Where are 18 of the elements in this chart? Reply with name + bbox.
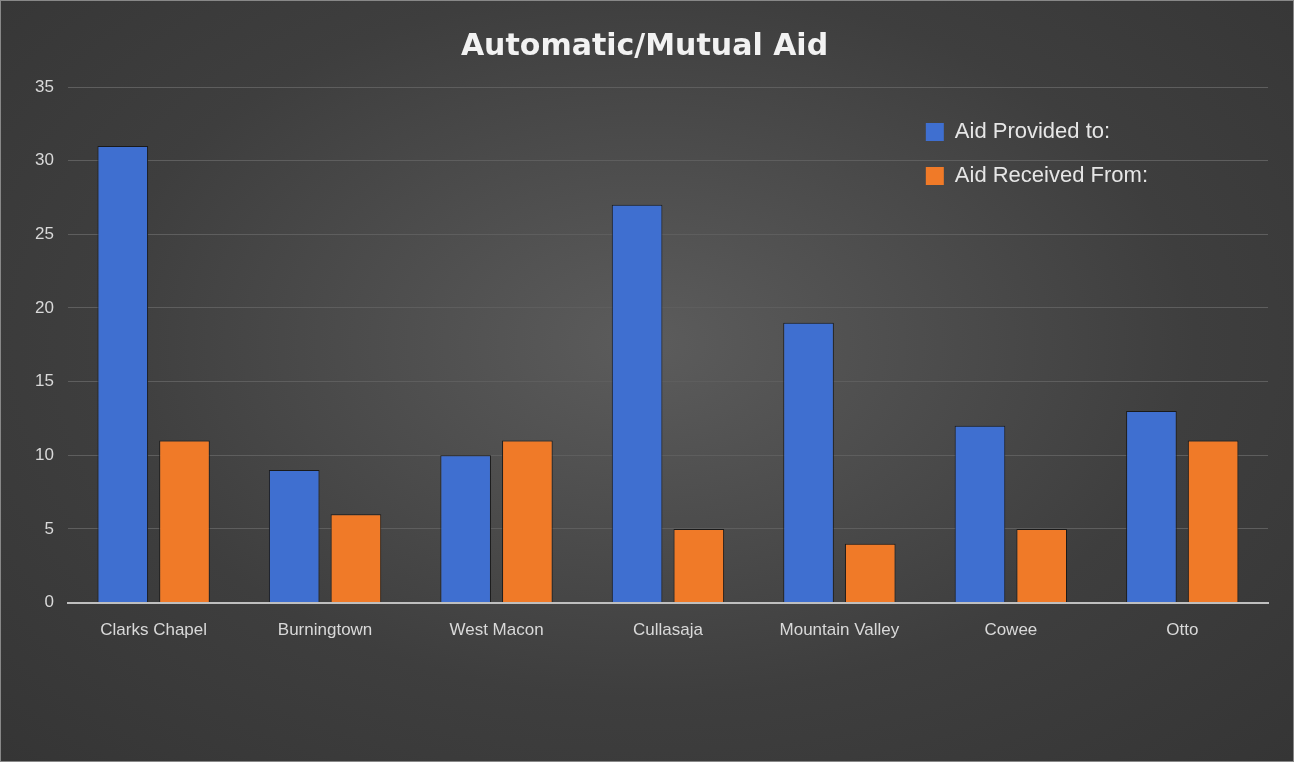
y-tick-label: 0 (44, 592, 54, 612)
chart-title: Automatic/Mutual Aid (460, 26, 829, 62)
y-tick-label: 15 (34, 371, 54, 391)
x-tick-label: West Macon (449, 620, 544, 640)
y-tick-label: 20 (34, 297, 54, 317)
legend-label: Aid Received From: (954, 162, 1149, 188)
y-tick-label: 30 (34, 150, 54, 170)
x-tick-label: Burningtown (277, 620, 373, 640)
y-tick-label: 10 (34, 444, 54, 464)
legend-label: Aid Provided to: (954, 118, 1111, 144)
x-tick-label: Cowee (984, 620, 1038, 640)
y-tick-label: 5 (44, 518, 54, 538)
y-tick-label: 35 (34, 76, 54, 96)
x-tick-label: Mountain Valley (779, 620, 900, 640)
x-tick-label: Clarks Chapel (100, 620, 208, 640)
y-tick-label: 25 (34, 224, 54, 243)
x-tick-label: Cullasaja (632, 620, 704, 640)
x-tick-label: Otto (1166, 620, 1199, 640)
